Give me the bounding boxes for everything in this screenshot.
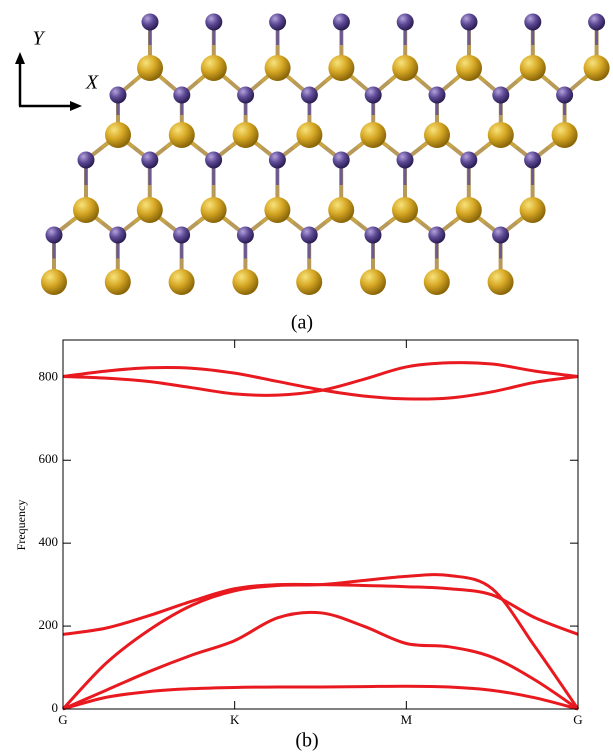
atom-gold: [360, 122, 386, 148]
y-tick-label: 800: [39, 368, 59, 383]
atom-gold: [169, 269, 195, 295]
y-tick-label: 0: [52, 700, 59, 715]
atom-purple: [109, 227, 126, 244]
panel-label: (b): [295, 730, 318, 752]
atom-purple: [205, 14, 222, 31]
atom-purple: [397, 14, 414, 31]
figure: Y X (a) (b) Frequency 0 200 400 600 800 G K M G: [0, 0, 613, 756]
atom-purple: [46, 227, 63, 244]
atom-gold: [328, 197, 354, 223]
atom-purple: [301, 87, 318, 104]
atom-purple: [78, 152, 95, 169]
atom-gold: [584, 55, 610, 81]
branch-line: [63, 367, 578, 399]
atom-gold: [520, 55, 546, 81]
atom-purple: [461, 14, 478, 31]
plot-frame: [63, 340, 578, 709]
atom-purple: [141, 152, 158, 169]
atom-gold: [73, 197, 99, 223]
atom-purple: [142, 14, 159, 31]
atom-purple: [428, 227, 445, 244]
atom-purple: [173, 227, 190, 244]
atom-gold: [264, 197, 290, 223]
atom-purple: [333, 152, 350, 169]
atom-purple: [460, 152, 477, 169]
atom-purple: [269, 152, 286, 169]
atom-purple: [524, 152, 541, 169]
atom-purple: [333, 14, 350, 31]
axis-y-label: Y: [32, 28, 45, 50]
atom-gold: [265, 55, 291, 81]
atom-purple: [397, 152, 414, 169]
atom-gold: [392, 197, 418, 223]
atom-purple: [301, 227, 318, 244]
atom-purple: [365, 87, 382, 104]
atom-gold: [456, 197, 482, 223]
atom-gold: [488, 122, 514, 148]
y-tick-label: 200: [39, 617, 59, 632]
atom-gold: [424, 269, 450, 295]
x-tick-label: G: [573, 712, 582, 727]
y-axis-label: Frequency: [14, 500, 28, 551]
atom-gold: [201, 55, 227, 81]
branch-line: [63, 584, 578, 634]
atom-gold: [232, 269, 258, 295]
panel-label: (a): [291, 312, 313, 334]
atom-purple: [588, 14, 605, 31]
axis-x-label: X: [85, 72, 99, 94]
x-tick-label: M: [401, 712, 413, 727]
atom-gold: [105, 269, 131, 295]
arrow-x-head: [70, 101, 82, 111]
branch-line: [63, 612, 578, 709]
atom-gold: [137, 197, 163, 223]
atom-purple: [237, 87, 254, 104]
plot: 0 200 400 600 800 G K M G: [39, 340, 583, 727]
atom-purple: [237, 227, 254, 244]
bonds: [54, 22, 597, 282]
atom-gold: [456, 55, 482, 81]
atom-purple: [524, 14, 541, 31]
atom-gold: [520, 197, 546, 223]
atom-gold: [105, 122, 131, 148]
atom-gold: [296, 269, 322, 295]
atom-purple: [556, 87, 573, 104]
branch-line: [63, 575, 578, 709]
atom-purple: [492, 227, 509, 244]
atom-purple: [269, 14, 286, 31]
x-tick-label: G: [58, 712, 67, 727]
arrow-y-head: [15, 52, 25, 64]
atom-purple: [173, 87, 190, 104]
atom-gold: [169, 122, 195, 148]
atom-gold: [552, 122, 578, 148]
y-tick-label: 600: [39, 451, 59, 466]
atom-gold: [233, 122, 259, 148]
atom-gold: [137, 55, 163, 81]
atom-gold: [424, 122, 450, 148]
atom-gold: [328, 55, 354, 81]
y-tick-label: 400: [39, 534, 59, 549]
atom-gold: [488, 269, 514, 295]
atom-purple: [365, 227, 382, 244]
branch-line: [63, 686, 578, 709]
atom-gold: [296, 122, 322, 148]
atom-purple: [205, 152, 222, 169]
axis-arrows: [15, 52, 82, 111]
atom-purple: [110, 87, 127, 104]
atom-gold: [392, 55, 418, 81]
atom-gold: [41, 269, 67, 295]
atom-purple: [492, 87, 509, 104]
atom-gold: [360, 269, 386, 295]
x-tick-label: K: [230, 712, 240, 727]
atom-gold: [201, 197, 227, 223]
atom-purple: [429, 87, 446, 104]
